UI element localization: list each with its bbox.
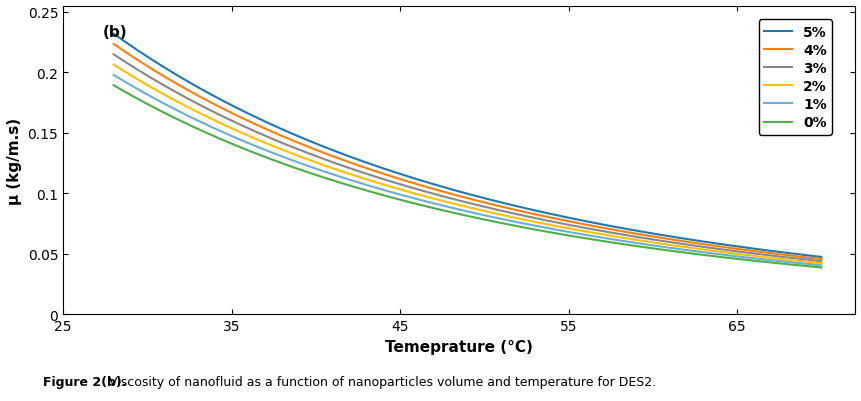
0% bbox=[194, 128, 204, 132]
4% bbox=[815, 257, 826, 262]
Line: 3%: 3% bbox=[114, 55, 821, 261]
Text: Viscosity of nanofluid as a function of nanoparticles volume and temperature for: Viscosity of nanofluid as a function of … bbox=[105, 375, 655, 388]
2% bbox=[194, 111, 204, 116]
0% bbox=[618, 242, 629, 247]
X-axis label: Temeprature (°C): Temeprature (°C) bbox=[385, 339, 532, 354]
2% bbox=[618, 236, 629, 241]
Legend: 5%, 4%, 3%, 2%, 1%, 0%: 5%, 4%, 3%, 2%, 1%, 0% bbox=[758, 20, 832, 136]
4% bbox=[108, 43, 119, 47]
2% bbox=[623, 237, 633, 241]
5% bbox=[553, 214, 563, 219]
5% bbox=[815, 255, 826, 260]
5% bbox=[388, 170, 399, 175]
2% bbox=[108, 63, 119, 68]
3% bbox=[623, 233, 633, 238]
1% bbox=[618, 239, 629, 244]
2% bbox=[553, 225, 563, 229]
Text: (b): (b) bbox=[102, 25, 127, 41]
4% bbox=[388, 175, 399, 180]
3% bbox=[815, 259, 826, 264]
5% bbox=[108, 32, 119, 37]
Line: 0%: 0% bbox=[114, 86, 821, 268]
3% bbox=[194, 103, 204, 107]
Line: 5%: 5% bbox=[114, 34, 821, 257]
Line: 4%: 4% bbox=[114, 45, 821, 259]
0% bbox=[623, 243, 633, 248]
1% bbox=[194, 119, 204, 124]
1% bbox=[815, 263, 826, 268]
1% bbox=[553, 228, 563, 233]
3% bbox=[553, 221, 563, 226]
Line: 1%: 1% bbox=[114, 76, 821, 266]
5% bbox=[623, 227, 633, 232]
Line: 2%: 2% bbox=[114, 65, 821, 263]
5% bbox=[618, 227, 629, 231]
4% bbox=[338, 159, 349, 164]
3% bbox=[338, 164, 349, 169]
5% bbox=[338, 153, 349, 158]
2% bbox=[815, 261, 826, 266]
4% bbox=[623, 230, 633, 235]
1% bbox=[388, 191, 399, 196]
2% bbox=[388, 186, 399, 190]
3% bbox=[388, 180, 399, 185]
0% bbox=[388, 196, 399, 201]
1% bbox=[623, 240, 633, 245]
4% bbox=[553, 217, 563, 222]
0% bbox=[815, 265, 826, 270]
3% bbox=[108, 53, 119, 58]
0% bbox=[553, 232, 563, 237]
2% bbox=[338, 170, 349, 175]
5% bbox=[194, 86, 204, 91]
Text: Figure 2(b).: Figure 2(b). bbox=[43, 375, 127, 388]
4% bbox=[194, 94, 204, 99]
4% bbox=[618, 230, 629, 235]
3% bbox=[618, 233, 629, 238]
Y-axis label: μ (kg/m.s): μ (kg/m.s) bbox=[7, 117, 22, 204]
1% bbox=[338, 176, 349, 181]
0% bbox=[338, 182, 349, 187]
0% bbox=[108, 84, 119, 89]
1% bbox=[108, 73, 119, 78]
